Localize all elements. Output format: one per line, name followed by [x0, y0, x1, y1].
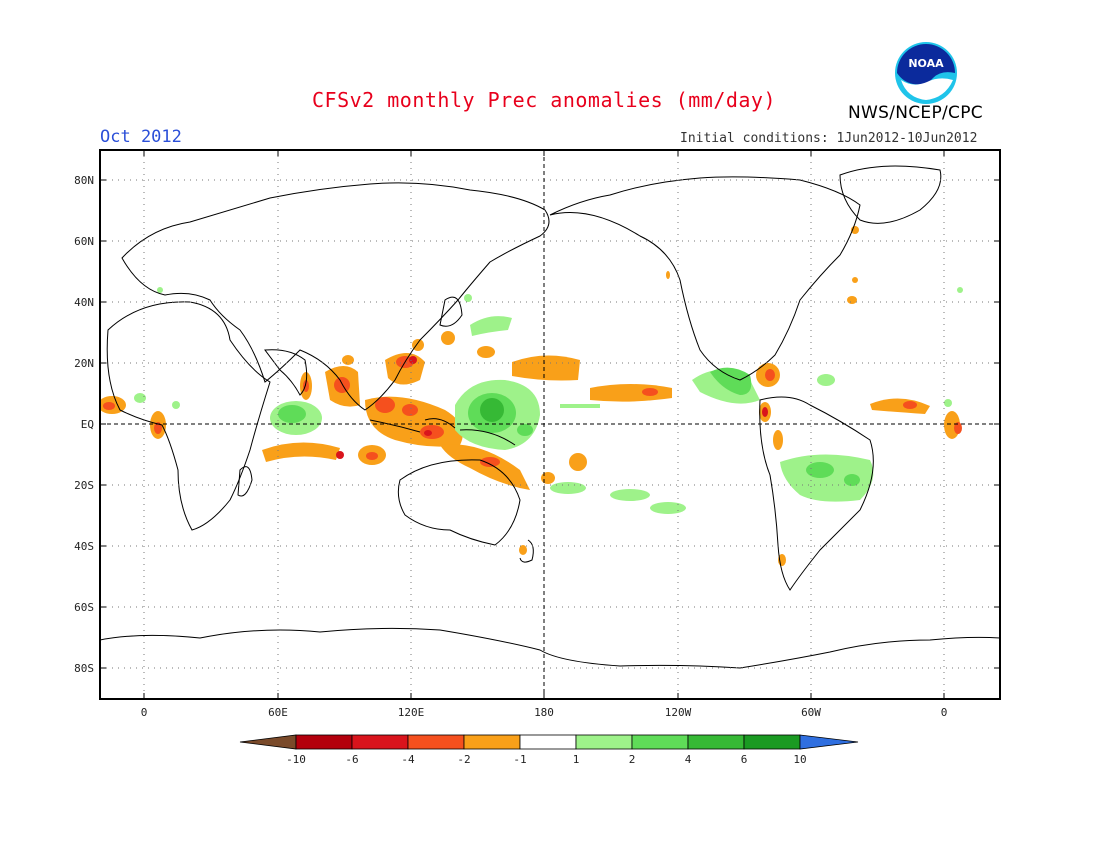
legend-label: 6 — [741, 753, 748, 766]
reference-lines — [100, 150, 1000, 699]
map-title-text: CFSv2 monthly Prec anomalies (mm/day) — [312, 88, 777, 112]
legend-label: -6 — [345, 753, 358, 766]
legend-label: -1 — [513, 753, 526, 766]
legend-label: 1 — [573, 753, 580, 766]
lon-label: 60E — [268, 706, 288, 719]
lat-label: 20S — [74, 479, 94, 492]
legend-label: 4 — [685, 753, 692, 766]
legend-arrow-dry — [239, 734, 297, 750]
legend-label: 10 — [793, 753, 806, 766]
lon-label: 0 — [141, 706, 148, 719]
lon-label: 120W — [665, 706, 692, 719]
legend-swatch — [631, 734, 689, 750]
legend-label: 2 — [629, 753, 636, 766]
svg-text:NOAA: NOAA — [908, 57, 944, 70]
noaa-logo-icon: NOAA — [895, 42, 957, 104]
lon-label: 180 — [534, 706, 554, 719]
legend-swatch — [687, 734, 745, 750]
legend-arrow-wet — [799, 734, 859, 750]
lat-label: EQ — [81, 418, 94, 431]
legend-label: -4 — [401, 753, 415, 766]
lat-label: 40N — [74, 296, 94, 309]
legend-swatch — [575, 734, 633, 750]
graticule — [100, 150, 1000, 699]
anomaly-fields — [100, 226, 963, 566]
lat-label: 60S — [74, 601, 94, 614]
forecast-month: Oct 2012 — [100, 127, 182, 147]
legend-label: -2 — [457, 753, 470, 766]
legend-swatch — [407, 734, 465, 750]
legend-label: -10 — [286, 753, 306, 766]
initial-conditions: Initial conditions: 1Jun2012-10Jun2012 — [680, 131, 978, 146]
lat-label: 80S — [74, 662, 94, 675]
legend-swatch — [351, 734, 409, 750]
lon-label: 0 — [941, 706, 948, 719]
legend-swatch — [743, 734, 801, 750]
agency-label: NWS/NCEP/CPC — [848, 103, 983, 123]
lon-label: 120E — [398, 706, 425, 719]
legend-swatch — [295, 734, 353, 750]
coastlines — [100, 165, 1000, 669]
lon-axis: 0 60E 120E 180 120W 60W 0 — [141, 150, 948, 719]
lat-label: 60N — [74, 235, 94, 248]
lat-label: 80N — [74, 174, 94, 187]
legend-swatch — [463, 734, 521, 750]
lat-axis: 80N 60N 40N 20N EQ 20S 40S 60S 80S — [74, 174, 1000, 675]
lat-label: 40S — [74, 540, 94, 553]
lon-label: 60W — [801, 706, 821, 719]
legend-swatch — [519, 734, 577, 750]
lat-label: 20N — [74, 357, 94, 370]
